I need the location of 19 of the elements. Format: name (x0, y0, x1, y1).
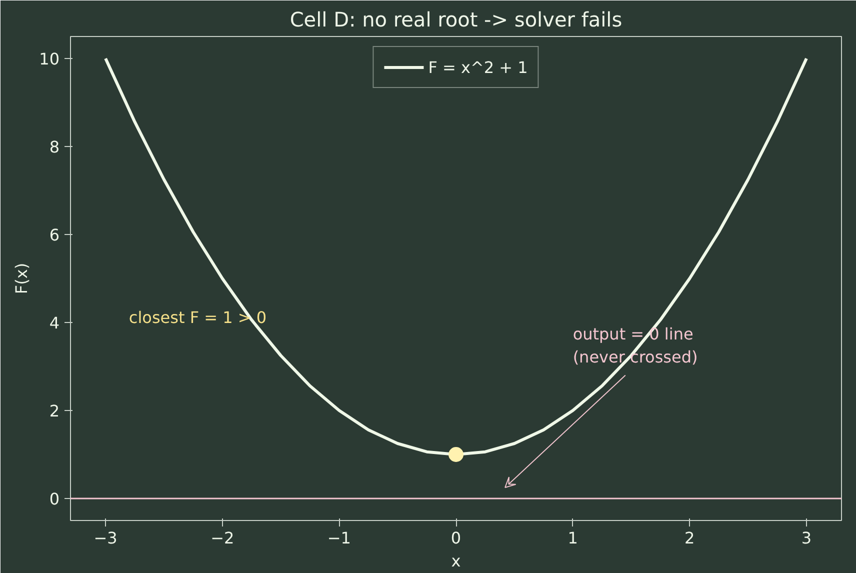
x-tick-label: 0 (450, 528, 462, 548)
x-tick-label: 3 (801, 528, 812, 548)
chart-title: Cell D: no real root -> solver fails (290, 8, 622, 32)
legend-label: F = x^2 + 1 (428, 58, 528, 76)
y-tick-label: 4 (49, 314, 60, 332)
x-tick-label: 1 (568, 528, 578, 548)
y-tick-label: 6 (49, 226, 60, 244)
annotation: closest F = 1 > 0 (128, 308, 267, 327)
x-tick-label: −3 (94, 528, 118, 548)
annotation: output = 0 line (never crossed) (572, 324, 698, 366)
y-tick-label: 0 (49, 490, 60, 508)
y-tick-label: 10 (39, 50, 60, 68)
x-tick-label: 2 (684, 528, 695, 548)
y-tick-label: 8 (49, 138, 60, 156)
y-axis-title: F(x) (12, 262, 32, 294)
x-tick-label: −2 (210, 528, 234, 548)
y-tick-label: 2 (49, 402, 60, 420)
x-tick-label: −1 (327, 528, 351, 548)
x-axis-title: x (451, 552, 461, 570)
